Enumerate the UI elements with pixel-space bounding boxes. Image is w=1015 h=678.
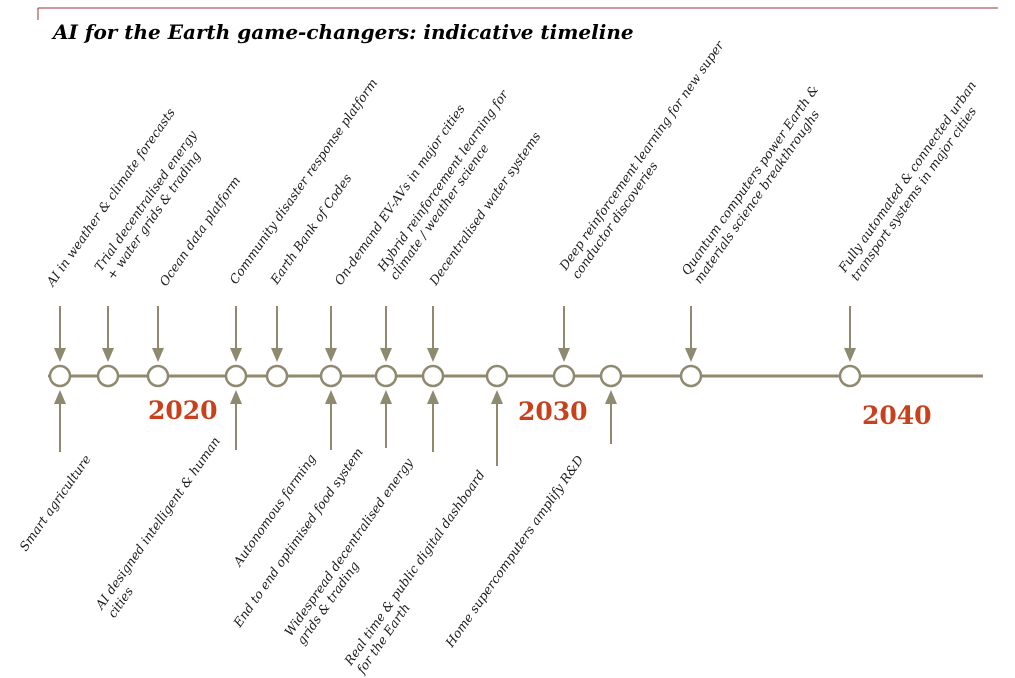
event-above-6-arrow-head <box>325 348 337 362</box>
milestone-node-3 <box>146 364 170 388</box>
milestone-node-2 <box>96 364 120 388</box>
event-below-3-label: Autonomous farming <box>230 451 319 569</box>
event-above-4-arrow-head <box>230 348 242 362</box>
event-below-5-label: Widespread decentralised energygrids & t… <box>281 455 428 648</box>
event-above-5-arrow-head <box>271 348 283 362</box>
event-below-6-arrow-head <box>491 390 503 404</box>
event-above-3-arrow-head <box>152 348 164 362</box>
event-below-2-arrow-head <box>230 390 242 404</box>
milestone-node-13 <box>838 364 862 388</box>
event-above-11-label: Fully automated & connected urbantranspo… <box>835 78 992 284</box>
page-title: AI for the Earth game-changers: indicati… <box>53 20 634 44</box>
event-above-2-arrow-head <box>102 348 114 362</box>
event-below-7-label: Home supercomputers amplify R&D <box>442 453 587 651</box>
milestone-node-11 <box>599 364 623 388</box>
event-above-7-label-line: Hybrid reinforcement learning for <box>374 86 512 274</box>
event-below-3-arrow-head <box>325 390 337 404</box>
event-above-1-arrow-head <box>54 348 66 362</box>
event-above-11-label-line: transport systems in major cities <box>847 104 979 283</box>
event-above-10-label: Quantum computers power Earth &materials… <box>678 82 833 286</box>
event-above-10-label-line: materials science breakthroughs <box>690 107 822 286</box>
year-label-2030: 2030 <box>518 397 588 426</box>
year-label-2020: 2020 <box>148 396 218 425</box>
event-above-9-arrow-head <box>558 348 570 362</box>
event-below-4-arrow-head <box>380 390 392 404</box>
event-below-3-label-line: Autonomous farming <box>230 451 319 569</box>
event-below-7-label-line: Home supercomputers amplify R&D <box>442 453 587 651</box>
event-below-6-label-line: Real time & public digital dashboard <box>341 467 488 668</box>
event-above-10-arrow-head <box>685 348 697 362</box>
event-above-11-label-line: Fully automated & connected urban <box>835 78 980 275</box>
milestone-node-9 <box>485 364 509 388</box>
milestone-node-5 <box>265 364 289 388</box>
event-below-2-label-line: AI designed intelligent & human <box>92 434 223 613</box>
milestone-node-12 <box>679 364 703 388</box>
event-below-2-label: AI designed intelligent & humancities <box>92 434 236 621</box>
milestone-node-1 <box>48 364 72 388</box>
event-below-6-label: Real time & public digital dashboardfor … <box>341 467 500 677</box>
event-above-9-label-line: conductor discoveries <box>568 159 660 282</box>
milestone-node-4 <box>224 364 248 388</box>
event-above-11-arrow-head <box>844 348 856 362</box>
event-below-1-label-line: Smart agriculture <box>16 452 94 554</box>
event-above-7-arrow-head <box>380 348 392 362</box>
milestone-node-6 <box>319 364 343 388</box>
year-label-2040: 2040 <box>862 401 932 430</box>
event-below-1-label: Smart agriculture <box>16 452 94 554</box>
event-above-2-label-line: + water grids & trading <box>103 148 203 282</box>
event-below-7-arrow-head <box>605 390 617 404</box>
milestone-node-8 <box>421 364 445 388</box>
event-below-1-arrow-head <box>54 390 66 404</box>
event-below-5-arrow-head <box>427 390 439 404</box>
event-above-8-arrow-head <box>427 348 439 362</box>
milestone-node-10 <box>552 364 576 388</box>
milestone-node-7 <box>374 364 398 388</box>
event-above-10-label-line: Quantum computers power Earth & <box>678 82 821 278</box>
